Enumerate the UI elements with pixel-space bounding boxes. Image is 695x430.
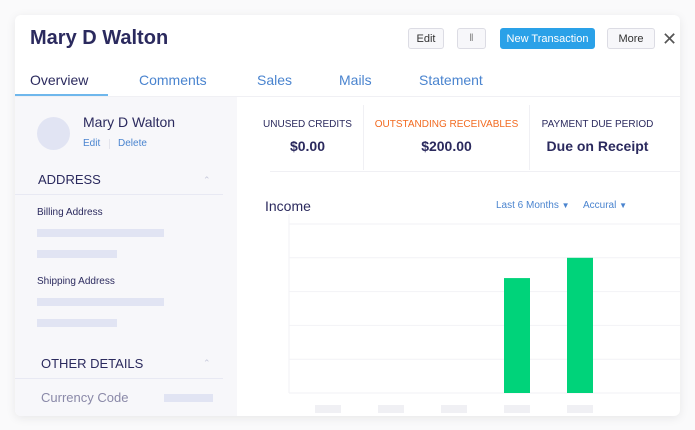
attach-button[interactable]: ‖ <box>457 28 486 49</box>
address-heading: ADDRESS <box>38 172 101 187</box>
tab-divider <box>15 96 680 97</box>
x-tick-label-placeholder <box>504 405 530 413</box>
tab-statement[interactable]: Statement <box>419 72 483 88</box>
customer-panel: Mary D Walton Edit ‖ New Transaction Mor… <box>15 15 680 416</box>
stat-value: $200.00 <box>421 138 472 154</box>
new-transaction-button[interactable]: New Transaction <box>500 28 595 49</box>
divider <box>15 194 223 195</box>
paperclip-icon: ‖ <box>469 33 474 44</box>
link-divider <box>109 139 110 149</box>
stat-value: $0.00 <box>289 138 326 154</box>
stat-unused-credits: UNUSED CREDITS $0.00 <box>250 119 365 154</box>
income-chart <box>288 214 680 413</box>
stat-payment-due-period: PAYMENT DUE PERIOD Due on Receipt <box>530 119 665 154</box>
tab-overview[interactable]: Overview <box>30 72 89 88</box>
stat-value: Due on Receipt <box>546 138 649 154</box>
tab-sales[interactable]: Sales <box>257 72 293 88</box>
contact-name: Mary D Walton <box>83 114 176 130</box>
stat-label: OUTSTANDING RECEIVABLES <box>374 119 519 130</box>
divider <box>363 105 364 170</box>
avatar <box>37 117 70 150</box>
divider <box>270 171 680 172</box>
edit-link[interactable]: Edit <box>83 138 101 149</box>
billing-address-label: Billing Address <box>37 207 103 218</box>
stat-label: PAYMENT DUE PERIOD <box>541 119 654 130</box>
x-tick-label-placeholder <box>315 405 341 413</box>
tab-mails[interactable]: Mails <box>339 72 372 88</box>
shipping-address-line <box>37 298 164 306</box>
sidebar: Mary D Walton Edit Delete ADDRESS ⌃ Bill… <box>15 97 237 416</box>
other-details-heading: OTHER DETAILS <box>41 356 144 371</box>
divider <box>529 105 530 170</box>
shipping-address-line <box>37 319 117 327</box>
divider <box>15 378 223 379</box>
stat-outstanding-receivables: OUTSTANDING RECEIVABLES $200.00 <box>364 119 529 154</box>
billing-address-line <box>37 229 164 237</box>
page-title: Mary D Walton <box>30 27 169 49</box>
delete-link[interactable]: Delete <box>118 138 147 149</box>
income-title: Income <box>265 198 311 214</box>
x-tick-label-placeholder <box>567 405 593 413</box>
shipping-address-label: Shipping Address <box>37 276 115 287</box>
currency-code-value <box>164 394 213 402</box>
caret-down-icon: ▼ <box>619 201 628 210</box>
active-tab-indicator <box>15 94 108 96</box>
basis-label: Accural <box>583 200 617 211</box>
more-button[interactable]: More <box>607 28 655 49</box>
chevron-up-icon[interactable]: ⌃ <box>203 358 211 368</box>
edit-button[interactable]: Edit <box>408 28 444 49</box>
chevron-up-icon[interactable]: ⌃ <box>203 175 211 185</box>
x-tick-label-placeholder <box>378 405 404 413</box>
x-tick-label-placeholder <box>441 405 467 413</box>
bar <box>567 257 593 393</box>
currency-code-label: Currency Code <box>41 390 129 405</box>
billing-address-line <box>37 250 117 258</box>
period-dropdown[interactable]: Last 6 Months ▼ <box>496 200 570 211</box>
period-label: Last 6 Months <box>496 200 559 211</box>
caret-down-icon: ▼ <box>561 201 570 210</box>
bar <box>504 278 530 393</box>
tab-comments[interactable]: Comments <box>139 72 207 88</box>
close-icon[interactable]: ✕ <box>662 29 678 49</box>
basis-dropdown[interactable]: Accural ▼ <box>583 200 627 211</box>
stat-label: UNUSED CREDITS <box>263 119 352 130</box>
